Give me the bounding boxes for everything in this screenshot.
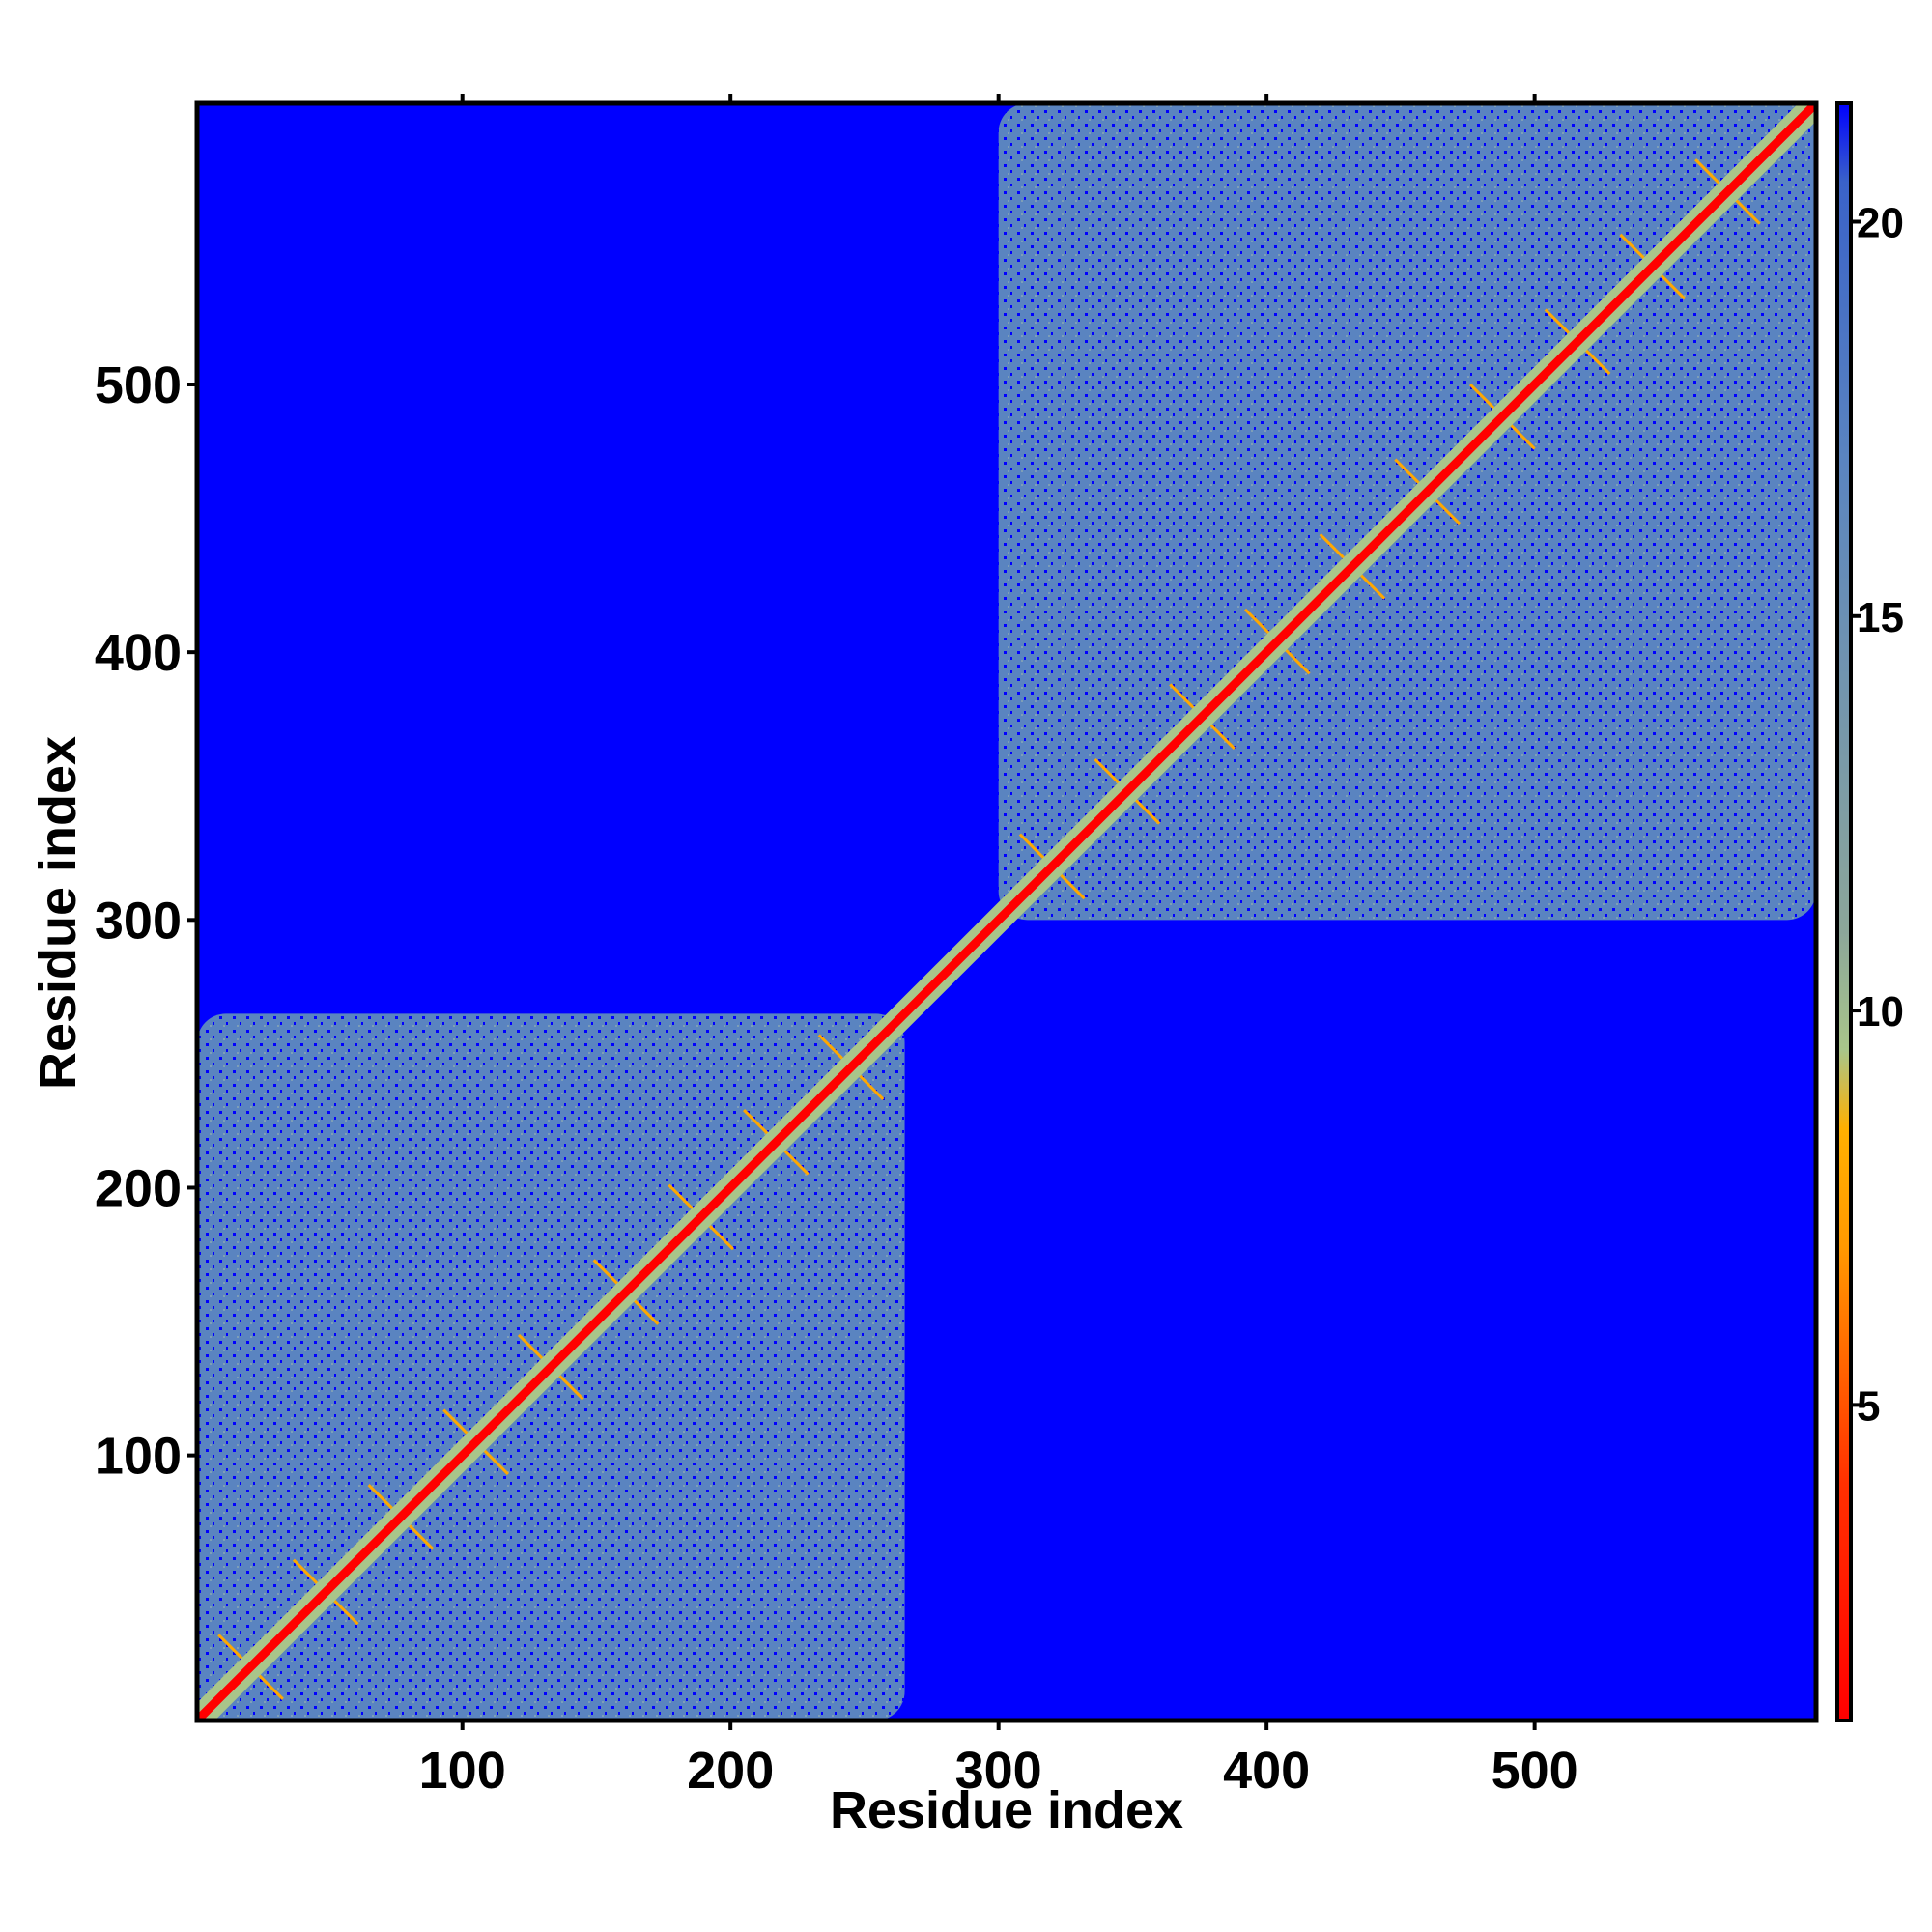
x-axis-label: Residue index — [830, 1781, 1183, 1839]
colorbar: 5 10 15 20 — [1835, 101, 1904, 1722]
y-tick-label: 400 — [95, 624, 182, 682]
x-axis: 100 200 300 400 500 — [419, 94, 1578, 1800]
x-tick-label: 100 — [419, 1742, 506, 1800]
colorbar-gradient — [1835, 101, 1853, 1722]
diagonal — [197, 103, 1816, 1720]
colorbar-tick-label: 5 — [1857, 1382, 1880, 1430]
colorbar-tick-label: 20 — [1857, 199, 1904, 246]
y-tick-label: 300 — [95, 892, 182, 950]
heatmap-plot — [197, 103, 1816, 1720]
x-tick-label: 200 — [687, 1742, 774, 1800]
x-tick-label: 300 — [955, 1742, 1042, 1800]
plot-frame — [194, 100, 1819, 1723]
y-axis: 100 200 300 400 500 — [95, 356, 197, 1486]
y-tick-label: 100 — [95, 1428, 182, 1486]
colorbar-ticks: 5 10 15 20 — [1851, 199, 1904, 1430]
colorbar-tick-label: 15 — [1857, 594, 1904, 641]
colorbar-tick-label: 10 — [1857, 988, 1904, 1036]
heatmap-cells — [197, 103, 1816, 1720]
y-tick-label: 500 — [95, 356, 182, 414]
y-tick-label: 200 — [95, 1159, 182, 1217]
x-tick-label: 500 — [1492, 1742, 1578, 1800]
y-axis-label: Residue index — [29, 736, 87, 1090]
x-tick-label: 400 — [1223, 1742, 1310, 1800]
